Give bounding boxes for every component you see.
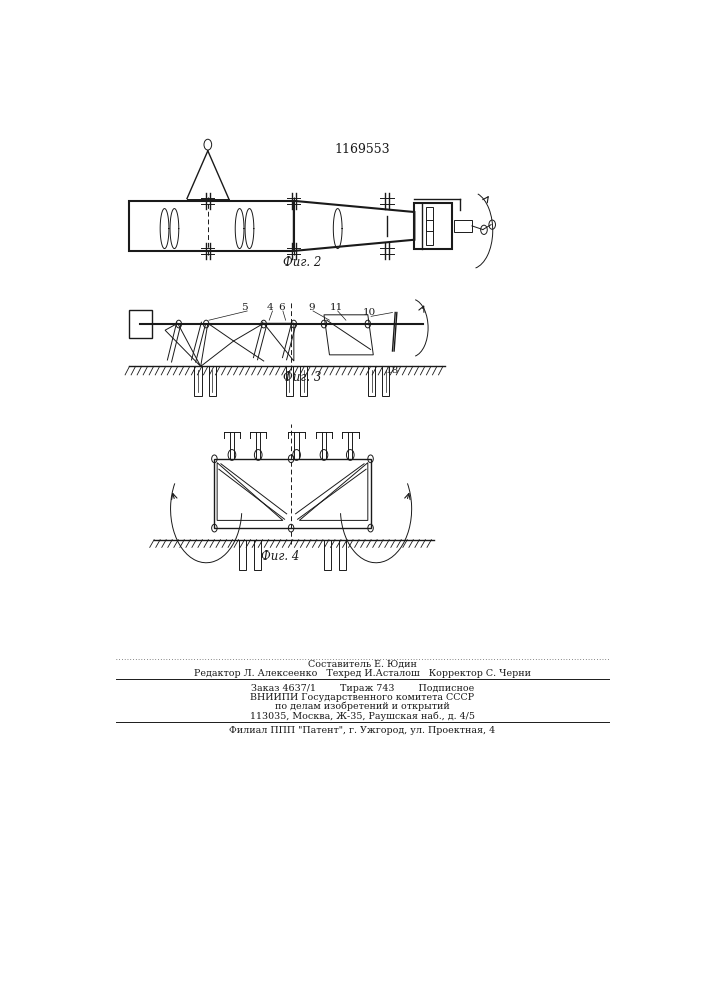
Bar bbox=[209, 366, 216, 396]
Bar bbox=[129, 310, 153, 338]
Text: Составитель Е. Юдин: Составитель Е. Юдин bbox=[308, 660, 416, 669]
Bar bbox=[426, 207, 433, 231]
Text: Фиг. 4: Фиг. 4 bbox=[261, 550, 299, 563]
Text: 113035, Москва, Ж-35, Раушская наб., д. 4/5: 113035, Москва, Ж-35, Раушская наб., д. … bbox=[250, 711, 475, 721]
Bar bbox=[324, 540, 331, 570]
Bar bbox=[129, 201, 294, 251]
Bar bbox=[426, 220, 433, 245]
Text: 18: 18 bbox=[386, 366, 399, 375]
Text: Заказ 4637/1        Тираж 743        Подписное: Заказ 4637/1 Тираж 743 Подписное bbox=[251, 684, 474, 693]
Bar bbox=[455, 220, 472, 232]
Bar bbox=[339, 540, 346, 570]
Text: 4: 4 bbox=[267, 303, 274, 312]
Text: Фиг. 3: Фиг. 3 bbox=[283, 371, 321, 384]
Bar bbox=[194, 366, 201, 396]
Text: 9: 9 bbox=[308, 303, 315, 312]
Text: 10: 10 bbox=[363, 308, 376, 317]
Bar bbox=[368, 366, 375, 396]
Text: Филиал ППП "Патент", г. Ужгород, ул. Проектная, 4: Филиал ППП "Патент", г. Ужгород, ул. Про… bbox=[229, 726, 496, 735]
Text: ВНИИПИ Государственного комитета СССР: ВНИИПИ Государственного комитета СССР bbox=[250, 693, 474, 702]
Text: по делам изобретений и открытий: по делам изобретений и открытий bbox=[275, 702, 450, 711]
Text: 6: 6 bbox=[278, 303, 284, 312]
Text: Фиг. 2: Фиг. 2 bbox=[283, 256, 321, 269]
Bar bbox=[214, 459, 370, 528]
Bar bbox=[382, 366, 390, 396]
Bar bbox=[239, 540, 246, 570]
Bar bbox=[414, 203, 452, 249]
Bar bbox=[300, 366, 308, 396]
Text: Редактор Л. Алексеенко   Техред И.Асталош   Корректор С. Черни: Редактор Л. Алексеенко Техред И.Асталош … bbox=[194, 669, 531, 678]
Bar bbox=[254, 540, 262, 570]
Text: 5: 5 bbox=[241, 303, 248, 312]
Text: 1169553: 1169553 bbox=[334, 143, 390, 156]
Bar bbox=[286, 366, 293, 396]
Text: 11: 11 bbox=[329, 303, 343, 312]
